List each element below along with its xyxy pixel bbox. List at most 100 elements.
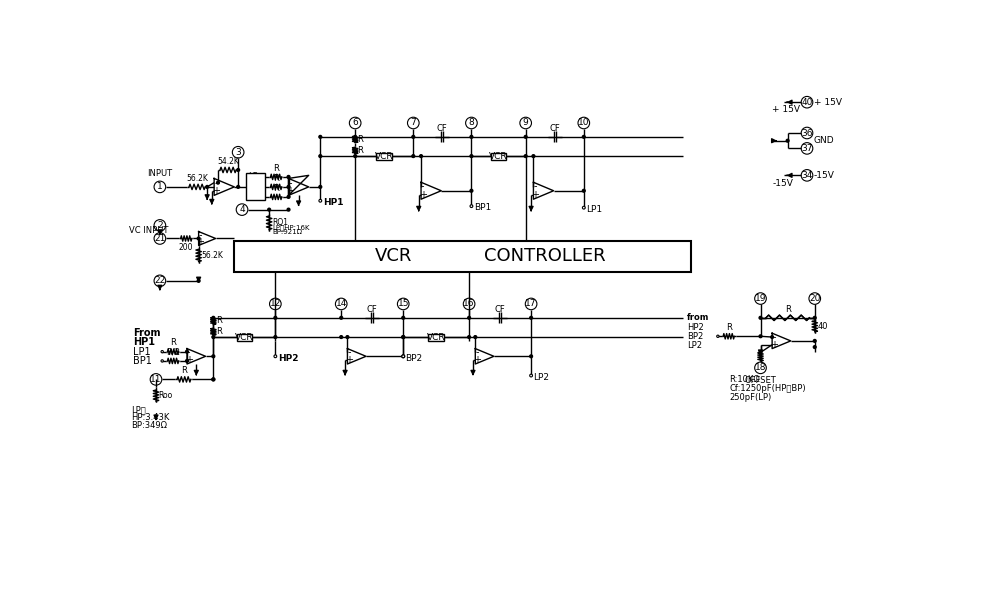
Text: -: - bbox=[772, 332, 776, 342]
Text: VCR: VCR bbox=[489, 152, 508, 161]
Circle shape bbox=[420, 155, 422, 158]
Circle shape bbox=[340, 317, 343, 319]
Text: R: R bbox=[216, 317, 222, 325]
Circle shape bbox=[274, 317, 277, 319]
Circle shape bbox=[186, 350, 188, 353]
Text: 250pF(LP): 250pF(LP) bbox=[730, 393, 772, 402]
Text: BP2: BP2 bbox=[687, 332, 703, 341]
Circle shape bbox=[470, 205, 473, 208]
Text: +: + bbox=[345, 355, 353, 365]
Text: -: - bbox=[288, 178, 292, 187]
Circle shape bbox=[237, 168, 240, 171]
Circle shape bbox=[402, 336, 405, 339]
FancyBboxPatch shape bbox=[234, 241, 691, 271]
Text: 16: 16 bbox=[463, 299, 475, 308]
Text: BP:349Ω: BP:349Ω bbox=[131, 421, 167, 430]
Circle shape bbox=[186, 359, 188, 362]
Text: 2: 2 bbox=[157, 221, 163, 230]
Circle shape bbox=[212, 355, 215, 358]
Circle shape bbox=[319, 199, 322, 202]
Circle shape bbox=[287, 186, 290, 188]
Circle shape bbox=[212, 317, 215, 319]
Text: 9: 9 bbox=[523, 118, 529, 127]
Text: R: R bbox=[273, 174, 279, 183]
Text: BP:921Ω: BP:921Ω bbox=[272, 229, 302, 235]
Circle shape bbox=[524, 155, 527, 158]
Circle shape bbox=[468, 336, 470, 339]
Circle shape bbox=[470, 155, 473, 158]
Text: 18: 18 bbox=[755, 364, 766, 372]
Text: +: + bbox=[196, 237, 204, 247]
Text: -: - bbox=[214, 178, 218, 187]
Text: +: + bbox=[286, 186, 294, 196]
Text: LP1: LP1 bbox=[133, 347, 150, 356]
Circle shape bbox=[197, 237, 200, 240]
Circle shape bbox=[319, 155, 322, 158]
Text: -15V: -15V bbox=[814, 171, 834, 180]
Text: 4: 4 bbox=[239, 205, 245, 214]
Text: + 15V: + 15V bbox=[814, 98, 842, 107]
Circle shape bbox=[813, 340, 816, 342]
Text: 21: 21 bbox=[154, 234, 166, 243]
Text: +: + bbox=[473, 355, 481, 365]
Circle shape bbox=[354, 136, 357, 138]
Circle shape bbox=[412, 136, 415, 138]
Circle shape bbox=[402, 336, 405, 339]
Circle shape bbox=[206, 186, 209, 188]
Text: INPUT: INPUT bbox=[147, 168, 172, 178]
Text: 15: 15 bbox=[397, 299, 409, 308]
Text: VCR: VCR bbox=[375, 152, 394, 161]
Text: CF: CF bbox=[437, 124, 448, 133]
Text: GND: GND bbox=[814, 136, 834, 145]
Text: HP1: HP1 bbox=[323, 198, 343, 207]
Circle shape bbox=[530, 355, 532, 358]
Text: R: R bbox=[216, 327, 222, 336]
Text: HP2: HP2 bbox=[687, 322, 704, 331]
Circle shape bbox=[813, 346, 816, 349]
Text: BP1: BP1 bbox=[133, 356, 152, 366]
Circle shape bbox=[274, 336, 277, 339]
Circle shape bbox=[402, 317, 405, 319]
Text: CF: CF bbox=[495, 305, 505, 314]
Text: 1: 1 bbox=[157, 183, 163, 192]
Text: LP2: LP2 bbox=[687, 341, 702, 350]
Circle shape bbox=[287, 176, 290, 178]
Circle shape bbox=[319, 186, 322, 188]
Circle shape bbox=[287, 196, 290, 198]
Text: CF: CF bbox=[367, 305, 378, 314]
Text: 56.2K: 56.2K bbox=[202, 251, 224, 260]
Circle shape bbox=[474, 336, 477, 339]
Text: 200: 200 bbox=[179, 243, 193, 252]
Text: R: R bbox=[785, 305, 791, 314]
Circle shape bbox=[340, 336, 343, 339]
Circle shape bbox=[530, 374, 532, 377]
Text: LP2: LP2 bbox=[533, 372, 549, 381]
Text: +: + bbox=[185, 355, 193, 365]
Text: From: From bbox=[133, 328, 160, 338]
Text: 40: 40 bbox=[801, 98, 813, 107]
Text: 14: 14 bbox=[336, 299, 347, 308]
Text: R: R bbox=[358, 146, 363, 155]
FancyBboxPatch shape bbox=[428, 334, 444, 340]
Text: 40: 40 bbox=[818, 322, 828, 331]
Circle shape bbox=[402, 355, 405, 358]
Text: -: - bbox=[198, 230, 202, 240]
Text: 10: 10 bbox=[578, 118, 590, 127]
Text: 3: 3 bbox=[235, 148, 241, 156]
Text: -: - bbox=[187, 347, 190, 358]
Text: 20: 20 bbox=[809, 294, 820, 303]
Text: 34: 34 bbox=[801, 171, 813, 180]
Text: R: R bbox=[181, 366, 187, 375]
Text: +: + bbox=[531, 190, 539, 200]
Circle shape bbox=[161, 350, 163, 353]
Text: R: R bbox=[273, 184, 279, 193]
Circle shape bbox=[319, 136, 322, 138]
Text: -: - bbox=[533, 181, 537, 192]
Text: 22: 22 bbox=[154, 276, 166, 286]
FancyBboxPatch shape bbox=[237, 334, 252, 340]
Text: HP:3.43K: HP:3.43K bbox=[131, 414, 170, 422]
Circle shape bbox=[197, 280, 200, 282]
Text: 54.2K: 54.2K bbox=[217, 156, 239, 166]
Circle shape bbox=[524, 136, 527, 138]
Text: R/2: R/2 bbox=[166, 347, 180, 356]
